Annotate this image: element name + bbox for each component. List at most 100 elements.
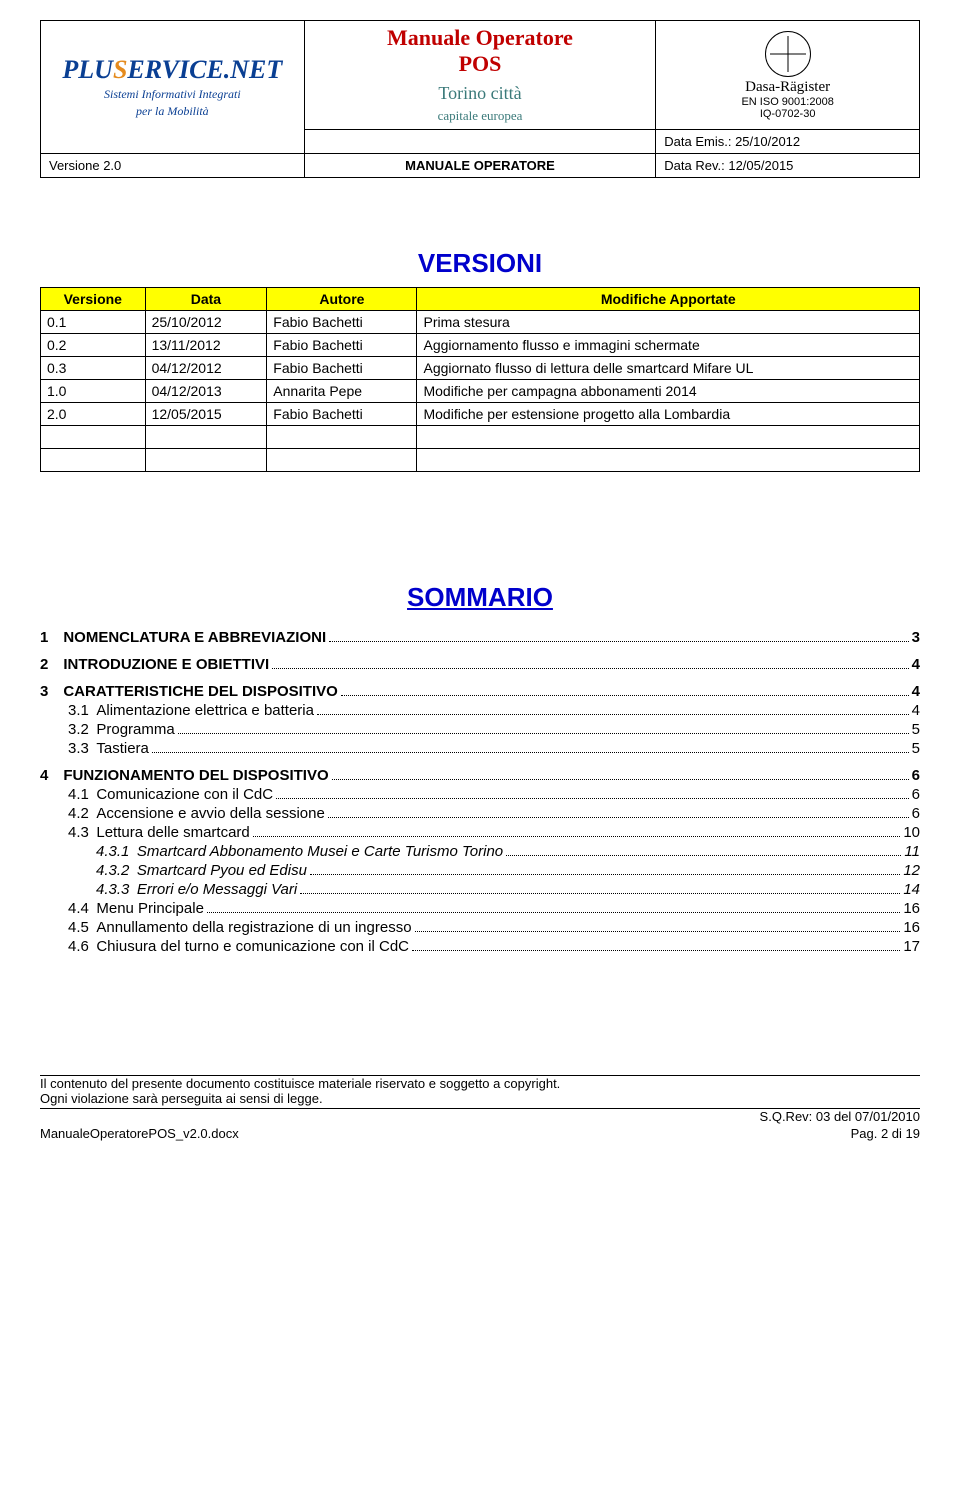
emis-label: Data Emis.:: [664, 134, 735, 149]
toc-leader: [329, 641, 909, 642]
toc-page: 10: [903, 824, 920, 841]
table-cell: [145, 449, 267, 472]
doc-title-line1: Manuale Operatore: [313, 25, 648, 51]
toc-entry[interactable]: 4.3 Lettura delle smartcard 10: [40, 824, 920, 841]
toc-label: 4.3.1 Smartcard Abbonamento Musei e Cart…: [96, 843, 503, 860]
table-row: [41, 449, 920, 472]
table-row: 0.213/11/2012Fabio BachettiAggiornamento…: [41, 334, 920, 357]
toc-entry[interactable]: 4.6 Chiusura del turno e comunicazione c…: [40, 938, 920, 955]
table-cell: 0.1: [41, 311, 146, 334]
page-footer: Il contenuto del presente documento cost…: [40, 1075, 920, 1141]
versions-body: 0.125/10/2012Fabio BachettiPrima stesura…: [41, 311, 920, 472]
title-cell: Manuale Operatore POS Torino città capit…: [304, 21, 656, 130]
table-cell: Fabio Bachetti: [267, 334, 417, 357]
toc-label: 4 FUNZIONAMENTO DEL DISPOSITIVO: [40, 767, 329, 784]
toc-entry[interactable]: 3.2 Programma 5: [40, 721, 920, 738]
toc-entry[interactable]: 4.1 Comunicazione con il CdC 6: [40, 786, 920, 803]
table-cell: 2.0: [41, 403, 146, 426]
toc-label: 4.5 Annullamento della registrazione di …: [68, 919, 412, 936]
sublogo-line: capitale europea: [438, 108, 523, 123]
table-cell: [267, 426, 417, 449]
table-cell: Modifiche per estensione progetto alla L…: [417, 403, 920, 426]
toc-label: 4.3.2 Smartcard Pyou ed Edisu: [96, 862, 307, 879]
toc-leader: [253, 836, 901, 837]
versions-table: VersioneDataAutoreModifiche Apportate 0.…: [40, 287, 920, 472]
toc-entry[interactable]: 1 NOMENCLATURA E ABBREVIAZIONI 3: [40, 629, 920, 646]
center-label: MANUALE OPERATORE: [304, 154, 656, 178]
toc-page: 16: [903, 919, 920, 936]
table-cell: [145, 426, 267, 449]
toc-entry[interactable]: 3 CARATTERISTICHE DEL DISPOSITIVO 4: [40, 683, 920, 700]
table-cell: [41, 426, 146, 449]
toc-leader: [328, 817, 909, 818]
cert-cell: Dasa-Rägister EN ISO 9001:2008 IQ-0702-3…: [656, 21, 920, 130]
version-cell: Versione 2.0: [41, 154, 305, 178]
cert-name: Dasa-Rägister: [664, 79, 911, 96]
cert-standard: EN ISO 9001:2008: [664, 96, 911, 108]
table-cell: Fabio Bachetti: [267, 403, 417, 426]
toc-entry[interactable]: 4.3.1 Smartcard Abbonamento Musei e Cart…: [40, 843, 920, 860]
table-cell: Annarita Pepe: [267, 380, 417, 403]
logo-part: .NET: [224, 55, 283, 84]
toc-page: 12: [903, 862, 920, 879]
footer-sqrev: S.Q.Rev: 03 del 07/01/2010: [40, 1109, 920, 1124]
table-row: 1.004/12/2013Annarita PepeModifiche per …: [41, 380, 920, 403]
table-cell: [267, 449, 417, 472]
emis-date-cell: Data Emis.: 25/10/2012: [656, 130, 920, 154]
doc-title-line2: POS: [313, 51, 648, 77]
table-cell: 12/05/2015: [145, 403, 267, 426]
toc-label: 3 CARATTERISTICHE DEL DISPOSITIVO: [40, 683, 338, 700]
toc-label: 4.2 Accensione e avvio della sessione: [68, 805, 325, 822]
toc-leader: [178, 733, 909, 734]
toc-page: 6: [912, 805, 920, 822]
table-cell: [417, 449, 920, 472]
toc-entry[interactable]: 4.4 Menu Principale 16: [40, 900, 920, 917]
toc-label: 3.3 Tastiera: [68, 740, 149, 757]
versions-heading: VERSIONI: [40, 248, 920, 279]
table-cell: 04/12/2012: [145, 357, 267, 380]
toc-entry[interactable]: 2 INTRODUZIONE E OBIETTIVI 4: [40, 656, 920, 673]
toc-label: 4.4 Menu Principale: [68, 900, 204, 917]
toc-entry[interactable]: 4.5 Annullamento della registrazione di …: [40, 919, 920, 936]
toc-page: 17: [903, 938, 920, 955]
logo-text: PLUSERVICE.NET: [62, 55, 282, 84]
table-cell: [41, 449, 146, 472]
rev-label: Data Rev.:: [664, 158, 728, 173]
footer-copyright2: Ogni violazione sarà perseguita ai sensi…: [40, 1091, 920, 1106]
versions-col-header: Data: [145, 288, 267, 311]
table-cell: 04/12/2013: [145, 380, 267, 403]
toc-entry[interactable]: 4.2 Accensione e avvio della sessione 6: [40, 805, 920, 822]
footer-copyright1: Il contenuto del presente documento cost…: [40, 1076, 920, 1091]
rev-value: 12/05/2015: [728, 158, 793, 173]
versions-col-header: Versione: [41, 288, 146, 311]
toc-entry[interactable]: 4.3.3 Errori e/o Messaggi Vari 14: [40, 881, 920, 898]
torino-logo: Torino città capitale europea: [313, 83, 648, 125]
table-cell: Aggiornamento flusso e immagini schermat…: [417, 334, 920, 357]
table-cell: 13/11/2012: [145, 334, 267, 357]
toc-entry[interactable]: 3.1 Alimentazione elettrica e batteria 4: [40, 702, 920, 719]
toc-page: 6: [912, 767, 920, 784]
toc-page: 3: [912, 629, 920, 646]
company-logo: PLUSERVICE.NET Sistemi Informativi Integ…: [62, 55, 282, 119]
footer-filename: ManualeOperatorePOS_v2.0.docx: [40, 1126, 239, 1141]
table-cell: [417, 426, 920, 449]
footer-page: Pag. 2 di 19: [851, 1126, 920, 1141]
logo-tagline: per la Mobilità: [62, 104, 282, 119]
toc-label: 3.2 Programma: [68, 721, 175, 738]
emis-value: 25/10/2012: [735, 134, 800, 149]
table-cell: Prima stesura: [417, 311, 920, 334]
table-cell: 0.3: [41, 357, 146, 380]
toc-entry[interactable]: 3.3 Tastiera 5: [40, 740, 920, 757]
toc-leader: [317, 714, 909, 715]
toc-label: 4.1 Comunicazione con il CdC: [68, 786, 273, 803]
toc-leader: [276, 798, 909, 799]
toc-page: 5: [912, 721, 920, 738]
toc-leader: [207, 912, 900, 913]
toc-entry[interactable]: 4 FUNZIONAMENTO DEL DISPOSITIVO 6: [40, 767, 920, 784]
table-cell: Modifiche per campagna abbonamenti 2014: [417, 380, 920, 403]
toc-leader: [300, 893, 900, 894]
toc-page: 4: [912, 683, 920, 700]
toc-entry[interactable]: 4.3.2 Smartcard Pyou ed Edisu 12: [40, 862, 920, 879]
document-header: PLUSERVICE.NET Sistemi Informativi Integ…: [40, 20, 920, 178]
toc-label: 4.3.3 Errori e/o Messaggi Vari: [96, 881, 297, 898]
